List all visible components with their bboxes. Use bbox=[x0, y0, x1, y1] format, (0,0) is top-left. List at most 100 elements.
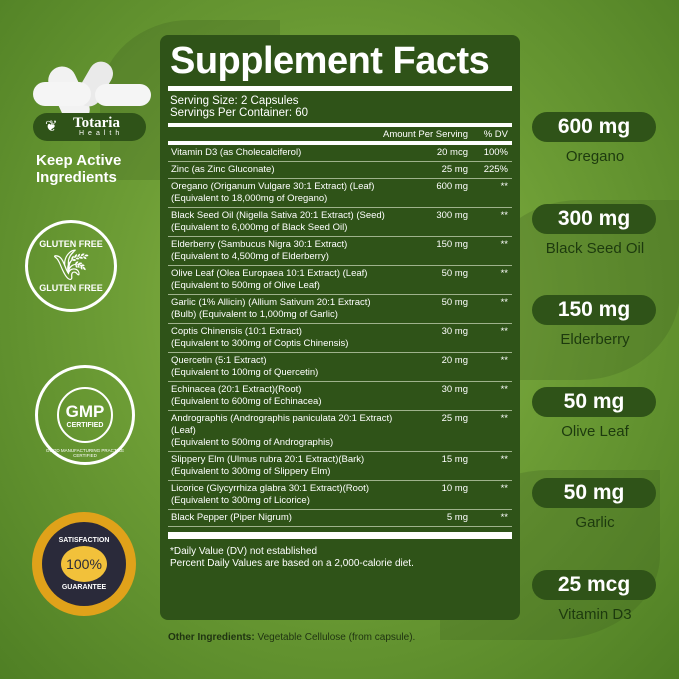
ingredient-equivalent: (Equivalent to 18,000mg of Oregano) bbox=[171, 193, 328, 204]
footnote-dv: *Daily Value (DV) not established bbox=[170, 546, 318, 557]
sprout-icon: ❦ bbox=[45, 118, 58, 135]
facts-rows: Vitamin D3 (as Cholecalciferol) 20 mcg 100… bbox=[168, 145, 512, 527]
table-row: Black Pepper (Piper Nigrum) 5 mg ** bbox=[168, 510, 512, 527]
table-row: Black Seed Oil (Nigella Sativa 20:1 Extr… bbox=[168, 208, 512, 237]
ingredient-amount: 30 mg bbox=[441, 326, 468, 337]
gmp-ring-text: GOOD MANUFACTURING PRACTICE CERTIFIED bbox=[45, 448, 125, 458]
ingredient-dv: ** bbox=[500, 181, 508, 192]
ingredient-amount: 30 mg bbox=[441, 384, 468, 395]
highlight-label: Black Seed Oil bbox=[545, 239, 645, 257]
ingredient-name: Licorice (Glycyrrhiza glabra 30:1 Extrac… bbox=[171, 483, 408, 507]
table-header: Amount Per Serving % DV bbox=[168, 127, 512, 145]
ingredient-amount: 25 mg bbox=[441, 164, 468, 175]
other-label: Other Ingredients: bbox=[168, 632, 255, 643]
ingredient-amount: 20 mcg bbox=[436, 147, 468, 158]
ingredient-title: Zinc (as Zinc Gluconate) bbox=[171, 164, 275, 175]
ingredient-equivalent: (Equivalent to 600mg of Echinacea) bbox=[171, 396, 322, 407]
tagline: Keep Active Ingredients bbox=[36, 152, 122, 186]
highlight-label: Olive Leaf bbox=[561, 422, 629, 440]
ingredient-equivalent: (Equivalent to 6,000mg of Black Seed Oil… bbox=[171, 222, 348, 233]
gluten-free-text: GLUTEN FREE bbox=[39, 239, 103, 249]
ingredient-dv: 100% bbox=[483, 147, 508, 158]
footnote-calorie: Percent Daily Values are based on a 2,00… bbox=[170, 558, 414, 569]
supplement-facts-panel: Supplement Facts Serving Size: 2 Capsule… bbox=[160, 35, 520, 620]
ingredient-amount: 10 mg bbox=[441, 483, 468, 494]
ingredient-dv: ** bbox=[500, 512, 508, 523]
guarantee-text: GUARANTEE bbox=[61, 584, 107, 591]
ingredient-dv: 225% bbox=[483, 164, 508, 175]
table-row: Licorice (Glycyrrhiza glabra 30:1 Extrac… bbox=[168, 481, 512, 510]
highlight-amount: 50 mg bbox=[532, 478, 656, 508]
ingredient-dv: ** bbox=[500, 239, 508, 250]
ingredient-name: Garlic (1% Allicin) (Allium Sativum 20:1… bbox=[171, 297, 408, 321]
ingredient-equivalent: (Equivalent to 500mg of Olive Leaf) bbox=[171, 280, 320, 291]
table-row: Quercetin (5:1 Extract) (Equivalent to 10… bbox=[168, 353, 512, 382]
ingredient-dv: ** bbox=[500, 326, 508, 337]
ingredient-dv: ** bbox=[500, 454, 508, 465]
ingredient-equivalent: (Equivalent to 500mg of Andrographis) bbox=[171, 437, 334, 448]
ingredient-amount: 5 mg bbox=[446, 512, 468, 523]
ingredient-title: Elderberry (Sambucus Nigra 30:1 Extract) bbox=[171, 239, 348, 250]
ingredient-title: Echinacea (20:1 Extract)(Root) bbox=[171, 384, 302, 395]
divider bbox=[168, 532, 512, 539]
table-row: Garlic (1% Allicin) (Allium Sativum 20:1… bbox=[168, 295, 512, 324]
table-row: Coptis Chinensis (10:1 Extract) (Equivale… bbox=[168, 324, 512, 353]
table-row: Echinacea (20:1 Extract)(Root) (Equivalen… bbox=[168, 382, 512, 411]
ingredient-title: Garlic (1% Allicin) (Allium Sativum 20:1… bbox=[171, 297, 371, 308]
gluten-free-text-bottom: GLUTEN FREE bbox=[39, 283, 103, 293]
brand-logo: ❦ Totaria Health bbox=[33, 113, 146, 141]
ingredient-amount: 150 mg bbox=[436, 239, 468, 250]
ingredient-name: Black Pepper (Piper Nigrum) bbox=[171, 512, 408, 524]
wheat-icon: 🌾︎ bbox=[51, 249, 91, 282]
ingredient-equivalent: (Bulb) (Equivalent to 1,000mg of Garlic) bbox=[171, 309, 338, 320]
col-amount: Amount Per Serving bbox=[382, 128, 468, 140]
ingredient-amount: 600 mg bbox=[436, 181, 468, 192]
brand-name: Totaria bbox=[73, 115, 120, 131]
other-ingredients: Other Ingredients: Vegetable Cellulose (… bbox=[168, 632, 415, 643]
ingredient-title: Licorice (Glycyrrhiza glabra 30:1 Extrac… bbox=[171, 483, 369, 494]
ingredient-amount: 25 mg bbox=[441, 413, 468, 424]
serving-size: Serving Size: 2 Capsules bbox=[170, 95, 299, 107]
ingredient-dv: ** bbox=[500, 413, 508, 424]
highlight-amount: 600 mg bbox=[532, 112, 656, 142]
highlight-label: Vitamin D3 bbox=[558, 605, 632, 623]
ingredient-equivalent: (Equivalent to 300mg of Licorice) bbox=[171, 495, 310, 506]
ingredient-dv: ** bbox=[500, 268, 508, 279]
gluten-free-badge: GLUTEN FREE 🌾︎ GLUTEN FREE bbox=[25, 220, 117, 312]
ingredient-name: Oregano (Origanum Vulgare 30:1 Extract) … bbox=[171, 181, 408, 205]
servings-per-container: Servings Per Container: 60 bbox=[170, 107, 309, 119]
ingredient-title: Slippery Elm (Ulmus rubra 20:1 Extract)(… bbox=[171, 454, 365, 465]
ingredient-title: Black Pepper (Piper Nigrum) bbox=[171, 512, 292, 523]
ingredient-name: Quercetin (5:1 Extract) (Equivalent to 10… bbox=[171, 355, 408, 379]
ingredient-equivalent: (Equivalent to 100mg of Quercetin) bbox=[171, 367, 319, 378]
highlight-amount: 150 mg bbox=[532, 295, 656, 325]
ingredient-equivalent: (Equivalent to 300mg of Coptis Chinensis… bbox=[171, 338, 349, 349]
ingredient-dv: ** bbox=[500, 210, 508, 221]
ingredient-name: Olive Leaf (Olea Europaea 10:1 Extract) … bbox=[171, 268, 408, 292]
table-row: Vitamin D3 (as Cholecalciferol) 20 mcg 100… bbox=[168, 145, 512, 162]
col-dv: % DV bbox=[483, 128, 508, 140]
divider bbox=[168, 123, 512, 127]
gmp-certified-text: CERTIFIED bbox=[66, 421, 104, 429]
ingredient-title: Coptis Chinensis (10:1 Extract) bbox=[171, 326, 302, 337]
ingredient-amount: 50 mg bbox=[441, 268, 468, 279]
footnote: *Daily Value (DV) not established Percen… bbox=[170, 546, 512, 570]
table-row: Zinc (as Zinc Gluconate) 25 mg 225% bbox=[168, 162, 512, 179]
gmp-text: GMP bbox=[65, 401, 105, 421]
ingredient-name: Slippery Elm (Ulmus rubra 20:1 Extract)(… bbox=[171, 454, 408, 478]
other-value: Vegetable Cellulose (from capsule). bbox=[254, 632, 416, 643]
ingredient-title: Vitamin D3 (as Cholecalciferol) bbox=[171, 147, 302, 158]
highlight-label: Elderberry bbox=[560, 331, 630, 348]
ingredient-dv: ** bbox=[500, 384, 508, 395]
ingredient-name: Elderberry (Sambucus Nigra 30:1 Extract)… bbox=[171, 239, 408, 263]
table-row: Slippery Elm (Ulmus rubra 20:1 Extract)(… bbox=[168, 452, 512, 481]
percent-text: 100% bbox=[66, 556, 102, 572]
ingredient-name: Black Seed Oil (Nigella Sativa 20:1 Extr… bbox=[171, 210, 408, 234]
ingredient-dv: ** bbox=[500, 355, 508, 366]
ingredient-name: Echinacea (20:1 Extract)(Root) (Equivalen… bbox=[171, 384, 408, 408]
table-row: Elderberry (Sambucus Nigra 30:1 Extract)… bbox=[168, 237, 512, 266]
ingredient-amount: 20 mg bbox=[441, 355, 468, 366]
highlight-amount: 50 mg bbox=[532, 386, 656, 417]
ingredient-dv: ** bbox=[500, 297, 508, 308]
table-row: Andrographis (Andrographis paniculata 20… bbox=[168, 411, 512, 452]
